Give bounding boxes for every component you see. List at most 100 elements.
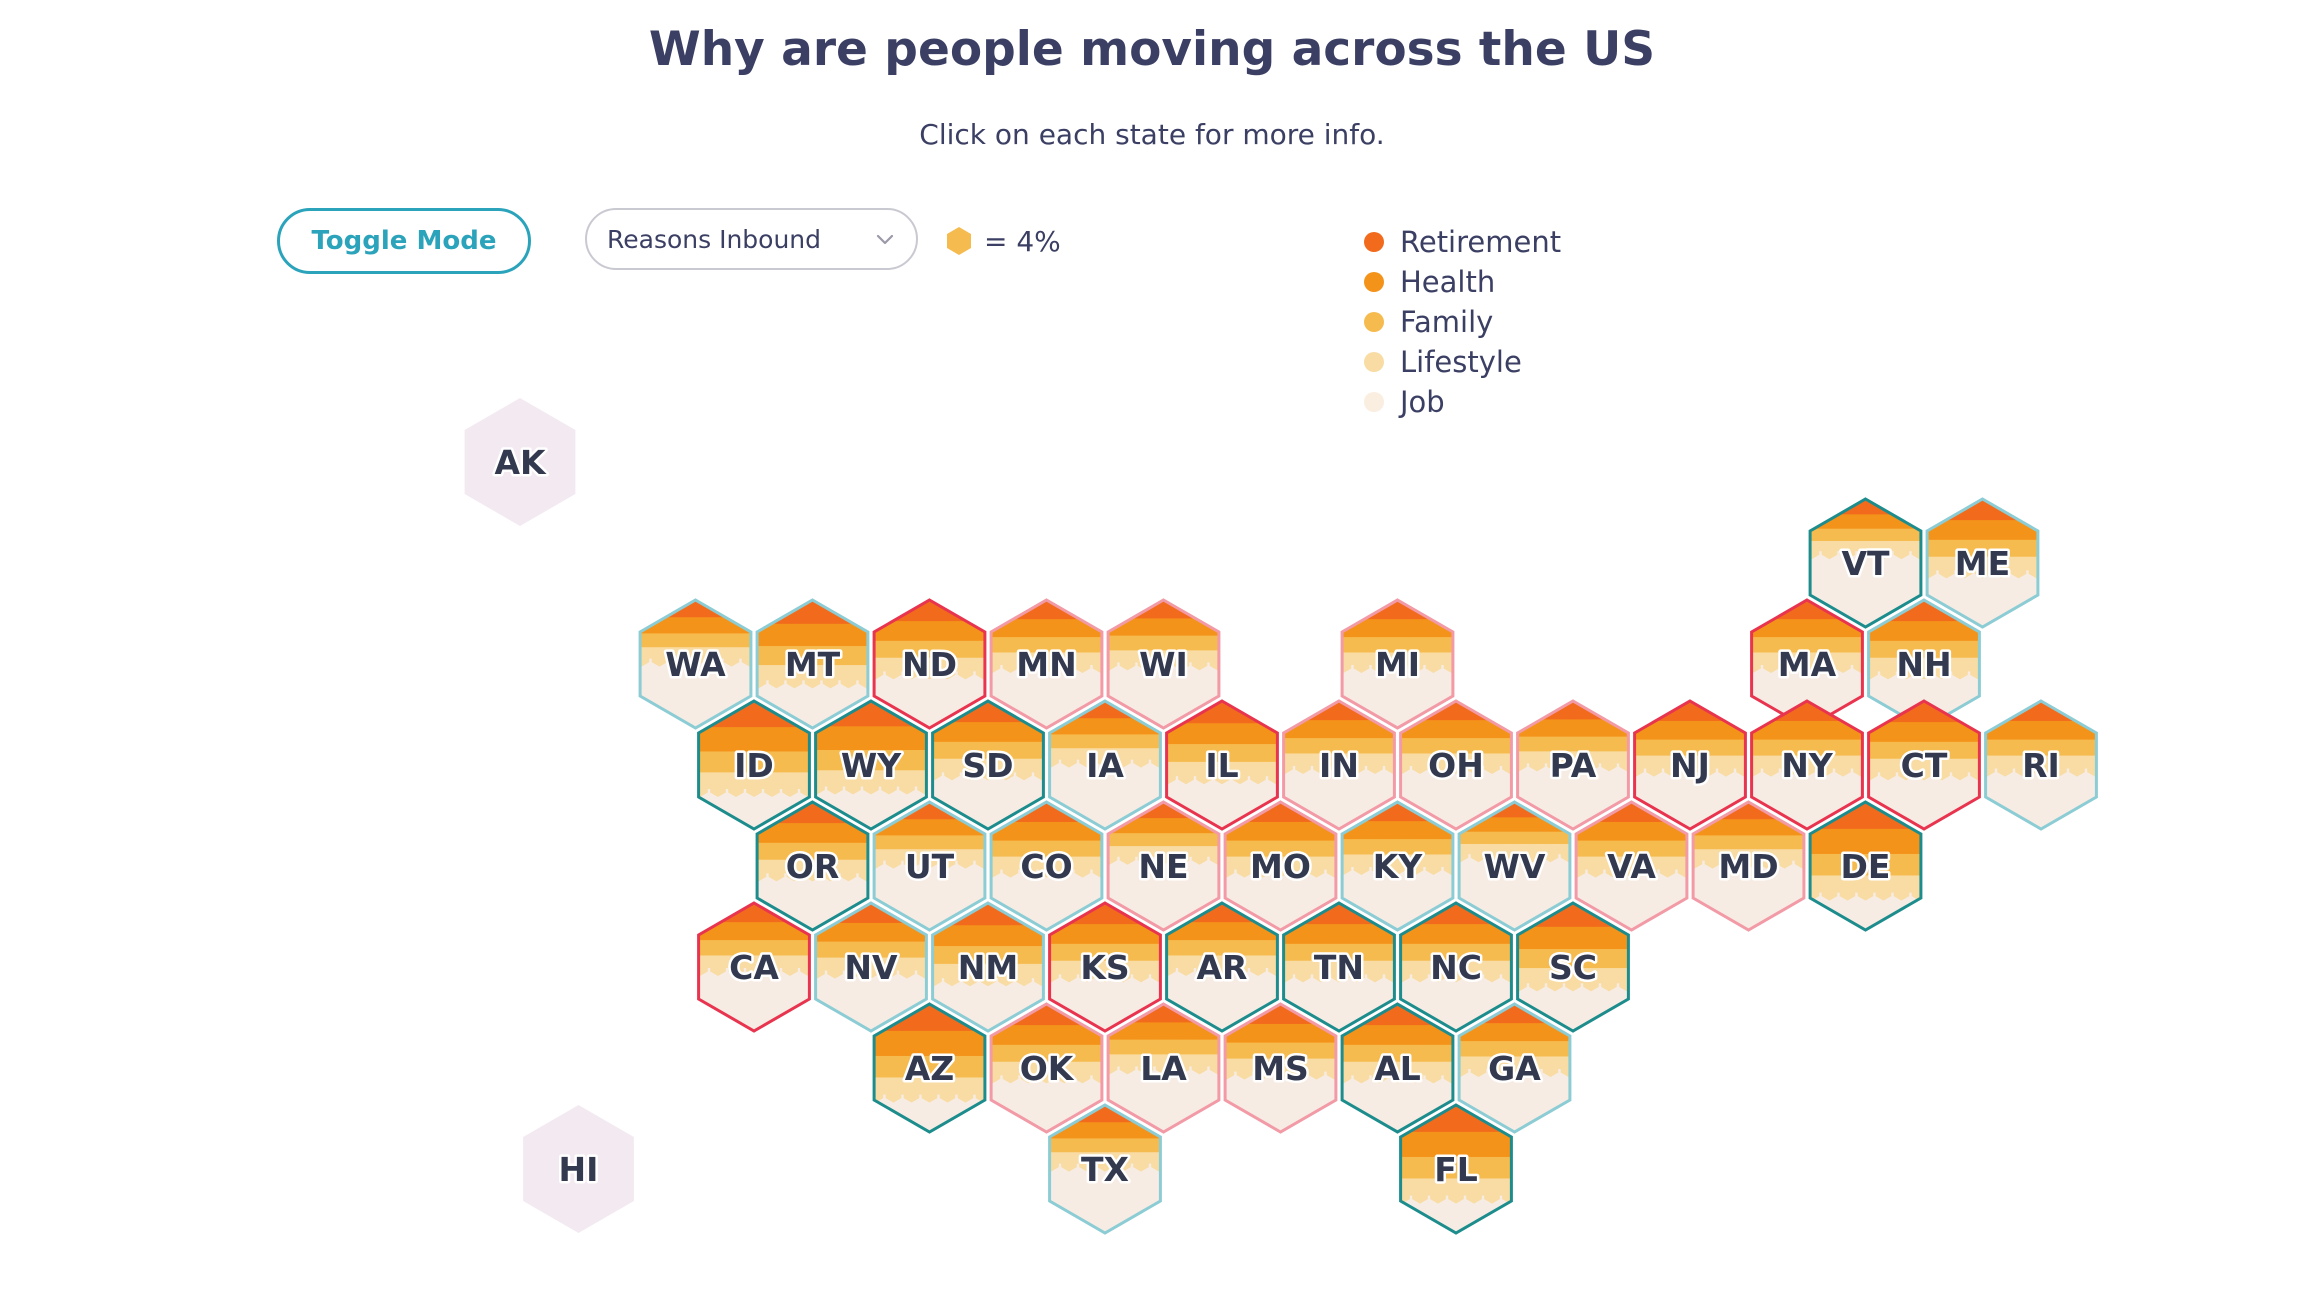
hex-outline xyxy=(1457,800,1572,932)
hex-outline xyxy=(1106,800,1221,932)
state-hex-ct[interactable]: CT xyxy=(1860,699,1988,831)
legend-label: Health xyxy=(1400,265,1496,299)
state-hex-mo[interactable]: MO xyxy=(1217,800,1345,932)
state-hex-ny[interactable]: NY xyxy=(1743,699,1871,831)
hex-outline xyxy=(1984,699,2098,831)
state-hex-de[interactable]: DE xyxy=(1802,800,1930,932)
hex-outline xyxy=(1223,800,1338,932)
hex-outline xyxy=(1282,901,1396,1033)
legend-dot xyxy=(1364,352,1384,372)
toggle-mode-button[interactable]: Toggle Mode xyxy=(277,208,531,274)
hex-outline xyxy=(931,699,1045,831)
state-hex-mn[interactable]: MN xyxy=(983,598,1111,730)
state-hex-id[interactable]: ID xyxy=(690,699,818,831)
hex-outline xyxy=(872,598,987,730)
hex-outline xyxy=(755,598,870,730)
state-hex-vt[interactable]: VT xyxy=(1802,497,1930,629)
hex-outline xyxy=(1925,497,2040,629)
state-hex-sd[interactable]: SD xyxy=(924,699,1052,831)
state-hex-ok[interactable]: OK xyxy=(983,1002,1111,1134)
hex-outline xyxy=(872,800,987,932)
state-hex-me[interactable]: ME xyxy=(1919,497,2047,629)
state-label: DE xyxy=(1841,847,1891,886)
hex-outline xyxy=(1106,598,1221,730)
state-label: RI xyxy=(2022,746,2060,785)
state-label: OR xyxy=(786,847,839,886)
hex-outline xyxy=(1574,800,1689,932)
state-hex-in[interactable]: IN xyxy=(1275,699,1403,831)
hex-outline xyxy=(1516,901,1630,1033)
state-hex-nc[interactable]: NC xyxy=(1392,901,1520,1033)
state-label: NM xyxy=(958,948,1018,987)
state-label: AL xyxy=(1374,1049,1421,1088)
state-label: NJ xyxy=(1670,746,1710,785)
state-label: NY xyxy=(1781,746,1834,785)
state-label: IN xyxy=(1319,746,1359,785)
state-hex-ca[interactable]: CA xyxy=(690,901,818,1033)
legend-label: Job xyxy=(1400,385,1445,419)
scale-key-label: = 4% xyxy=(984,224,1061,258)
reason-direction-select[interactable]: Reasons Inbound xyxy=(585,208,918,270)
state-hex-mt[interactable]: MT xyxy=(749,598,877,730)
state-label: WA xyxy=(665,645,726,684)
state-hex-va[interactable]: VA xyxy=(1568,800,1696,932)
state-label: IL xyxy=(1205,746,1238,785)
state-label: SC xyxy=(1549,948,1597,987)
legend-dot xyxy=(1364,312,1384,332)
hex-outline xyxy=(1282,699,1396,831)
state-label: AR xyxy=(1197,948,1248,987)
legend-dot xyxy=(1364,232,1384,252)
state-label: CT xyxy=(1901,746,1948,785)
legend-dot xyxy=(1364,392,1384,412)
legend-item-job: Job xyxy=(1364,382,1561,422)
hex-outline xyxy=(989,800,1104,932)
state-label: LA xyxy=(1140,1049,1187,1088)
state-hex-hi[interactable]: HI xyxy=(523,1105,634,1233)
state-hex-wa[interactable]: WA xyxy=(632,598,760,730)
page-subtitle: Click on each state for more info. xyxy=(919,118,1385,151)
state-label: AZ xyxy=(905,1049,954,1088)
state-label: KS xyxy=(1080,948,1129,987)
state-label: CA xyxy=(729,948,779,987)
hex-outline xyxy=(1750,699,1864,831)
hex-outline xyxy=(814,699,928,831)
state-label: WI xyxy=(1139,645,1188,684)
state-hex-wi[interactable]: WI xyxy=(1100,598,1228,730)
state-hex-ga[interactable]: GA xyxy=(1451,1002,1579,1134)
state-label: VA xyxy=(1607,847,1656,886)
state-hex-or[interactable]: OR xyxy=(749,800,877,932)
legend-label: Family xyxy=(1400,305,1494,339)
state-hex-ms[interactable]: MS xyxy=(1217,1002,1345,1134)
state-label: OK xyxy=(1020,1049,1075,1088)
state-label: WY xyxy=(841,746,902,785)
state-hex-ak[interactable]: AK xyxy=(464,398,576,526)
state-label: TX xyxy=(1081,1150,1129,1189)
state-hex-nv[interactable]: NV xyxy=(807,901,935,1033)
hex-outline xyxy=(1340,598,1455,730)
hex-outline xyxy=(1633,699,1747,831)
state-label: MT xyxy=(785,645,841,684)
state-label: GA xyxy=(1488,1049,1541,1088)
state-label: KY xyxy=(1373,847,1424,886)
state-hex-ky[interactable]: KY xyxy=(1334,800,1462,932)
state-hex-sc[interactable]: SC xyxy=(1509,901,1637,1033)
state-hex-az[interactable]: AZ xyxy=(866,1002,994,1134)
hex-outline xyxy=(1340,800,1455,932)
state-label: MA xyxy=(1778,645,1837,684)
state-label: PA xyxy=(1550,746,1597,785)
state-label: UT xyxy=(905,847,955,886)
hex-tile xyxy=(464,398,576,526)
state-hex-ri[interactable]: RI xyxy=(1977,699,2105,831)
hex-outline xyxy=(1048,699,1162,831)
hex-outline xyxy=(931,901,1045,1033)
state-label: NE xyxy=(1138,847,1188,886)
hex-outline xyxy=(989,1002,1104,1134)
legend-label: Retirement xyxy=(1400,225,1562,259)
hex-outline xyxy=(1808,800,1923,932)
state-hex-md[interactable]: MD xyxy=(1685,800,1813,932)
state-label: SD xyxy=(962,746,1013,785)
hex-outline xyxy=(1399,699,1513,831)
hex-outline xyxy=(814,901,928,1033)
hex-outline xyxy=(638,598,753,730)
